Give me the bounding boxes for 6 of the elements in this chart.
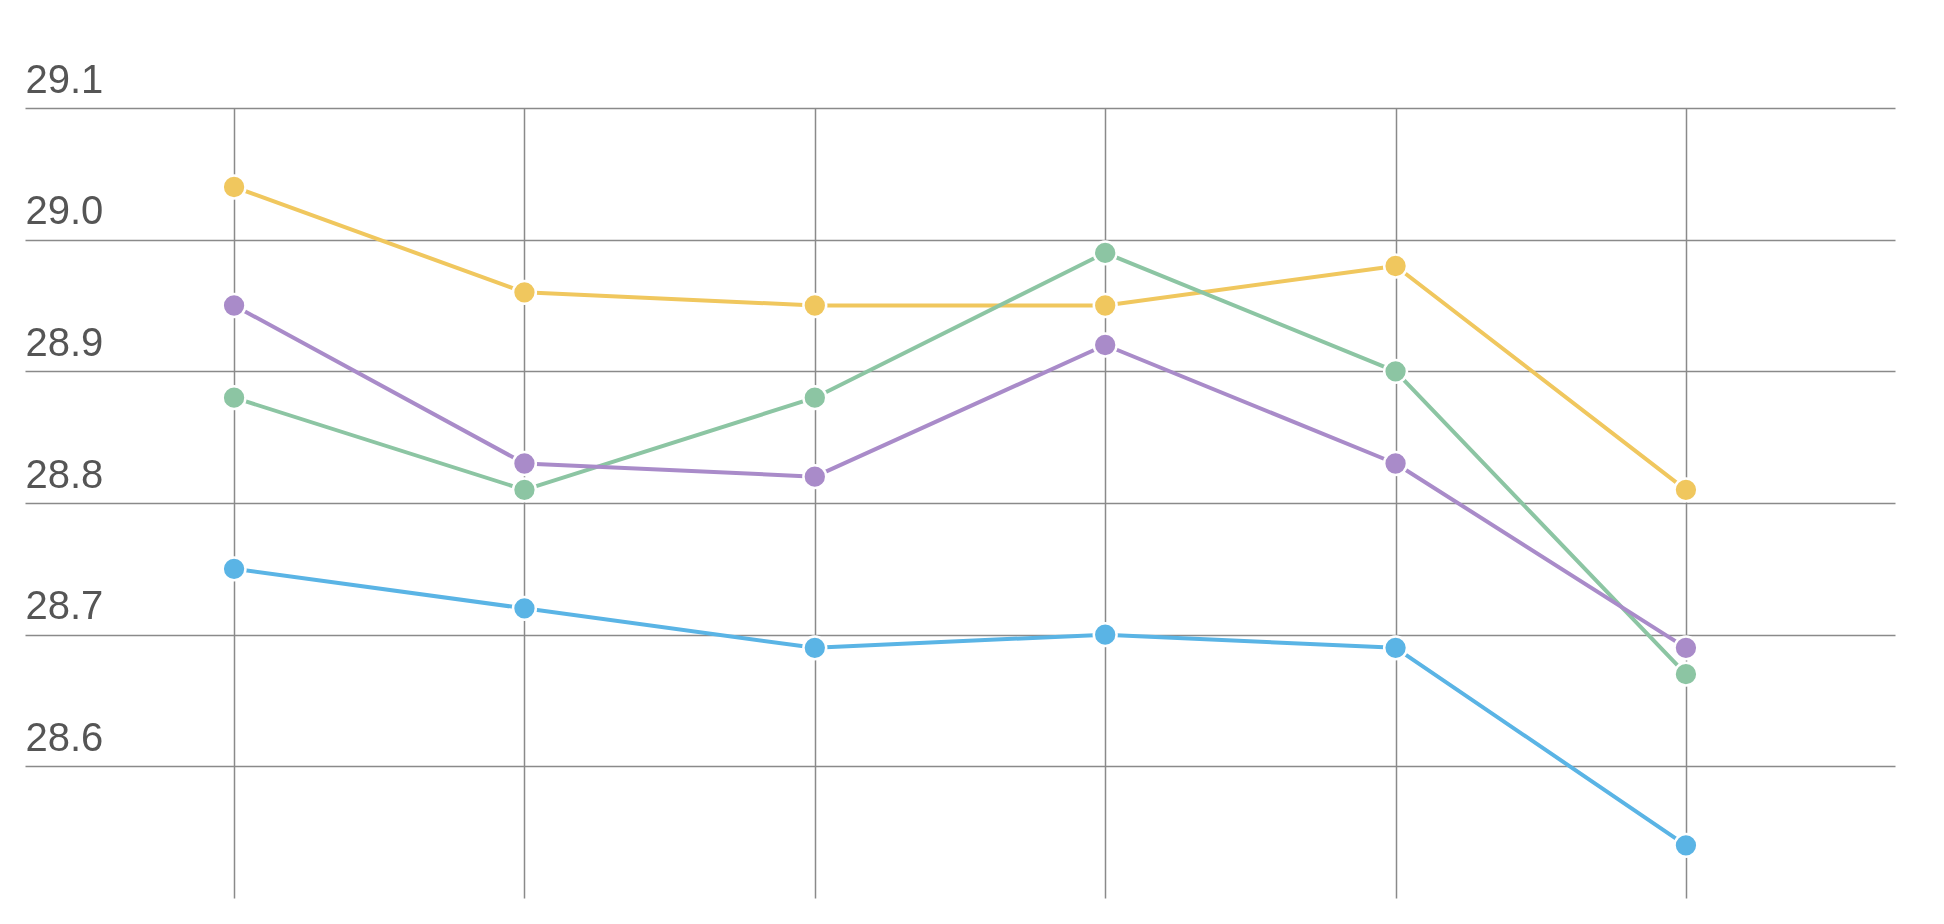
- y-tick-label: 29.0: [25, 188, 104, 233]
- y-tick-label: 28.9: [25, 319, 104, 364]
- y-tick-label: 29.1: [25, 56, 104, 101]
- y-tick-label: 28.8: [25, 451, 104, 496]
- y-tick-label: 28.6: [25, 714, 104, 759]
- y-tick-label: 28.7: [25, 583, 104, 628]
